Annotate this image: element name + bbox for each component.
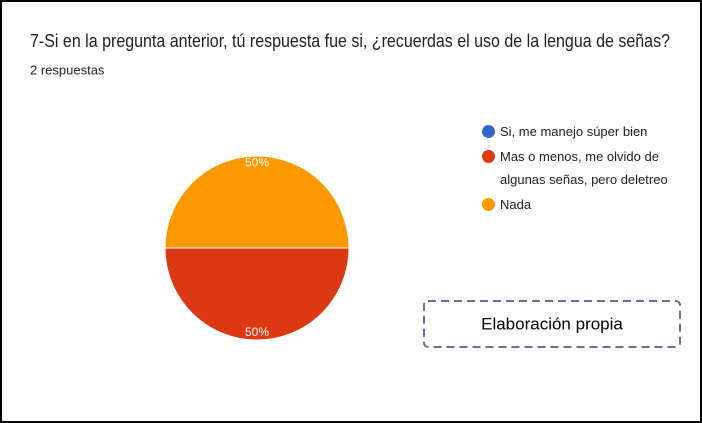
pie-slice [164,155,350,249]
slice-label: 50% [245,325,269,339]
slice-label: 50% [245,156,269,170]
chart-subtitle: 2 respuestas [30,62,105,77]
legend-item: Si, me manejo súper bien [482,120,697,143]
legend-label: Si, me manejo súper bien [500,124,648,139]
legend-label: Nada [500,197,532,212]
chart-title: 7-Si en la pregunta anterior, tú respues… [30,31,670,51]
legend-label: Mas o menos, me olvido de algunas señas,… [500,149,668,187]
annotation: Elaboración propia [481,314,623,333]
legend-swatch [482,125,495,138]
legend: Si, me manejo súper bien Mas o menos, me … [482,120,697,218]
pie-slice [164,247,350,341]
legend-item: Mas o menos, me olvido de algunas señas,… [482,145,697,191]
legend-swatch [482,198,495,211]
pie: 50% 50% [164,155,350,341]
legend-swatch [482,150,495,163]
legend-item: Nada [482,193,697,216]
annotation-box [423,300,681,348]
